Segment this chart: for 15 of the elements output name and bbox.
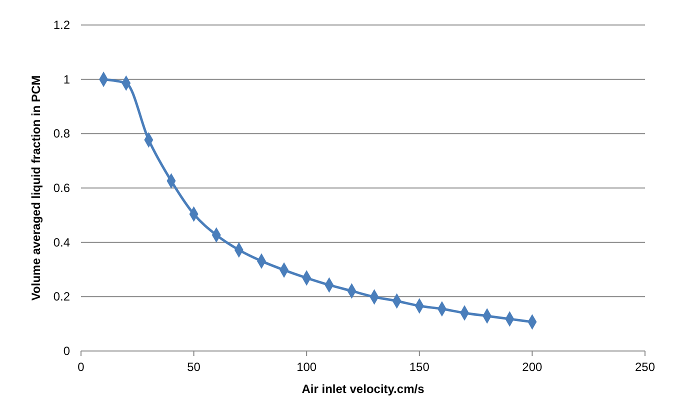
x-tick-label: 250 bbox=[634, 360, 656, 374]
y-tick-label: 0.8 bbox=[53, 126, 70, 141]
y-tick-label: 0.4 bbox=[53, 235, 70, 250]
x-tick-label: 100 bbox=[296, 360, 317, 374]
y-axis-title: Volume averaged liquid fraction in PCM bbox=[29, 75, 43, 301]
x-axis-title: Air inlet velocity.cm/s bbox=[302, 382, 425, 396]
y-tick-label: 1.2 bbox=[53, 18, 70, 32]
y-tick-label: 1 bbox=[63, 72, 70, 86]
y-tick-label: 0.6 bbox=[53, 181, 70, 195]
y-tick-label: 0.2 bbox=[53, 290, 70, 304]
y-tick-label: 0 bbox=[63, 344, 70, 358]
x-tick-label: 50 bbox=[187, 360, 201, 374]
x-tick-label: 150 bbox=[409, 360, 430, 374]
x-tick-label: 0 bbox=[78, 360, 85, 374]
x-tick-label: 200 bbox=[522, 360, 543, 374]
